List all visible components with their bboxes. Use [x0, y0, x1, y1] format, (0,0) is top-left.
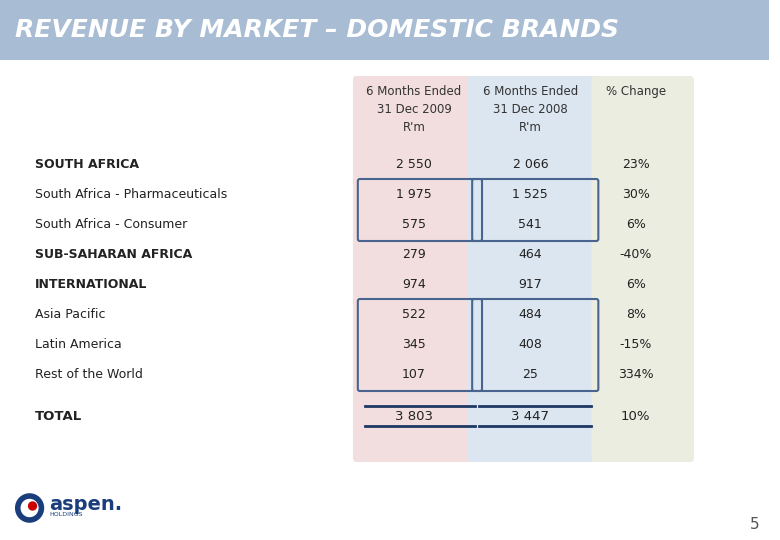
Text: 334%: 334%: [618, 368, 654, 381]
Text: Rest of the World: Rest of the World: [34, 368, 143, 381]
Text: 1 975: 1 975: [396, 188, 432, 201]
Text: 6 Months Ended
31 Dec 2009
R'm: 6 Months Ended 31 Dec 2009 R'm: [367, 85, 462, 134]
Text: South Africa - Pharmaceuticals: South Africa - Pharmaceuticals: [34, 188, 227, 201]
Text: TOTAL: TOTAL: [34, 409, 82, 422]
Text: 2 550: 2 550: [396, 159, 432, 172]
Text: 5: 5: [750, 517, 759, 532]
Circle shape: [29, 502, 37, 510]
Text: 974: 974: [402, 279, 426, 292]
Text: -40%: -40%: [619, 248, 652, 261]
Text: SOUTH AFRICA: SOUTH AFRICA: [34, 159, 139, 172]
Text: 10%: 10%: [621, 409, 651, 422]
Text: 6 Months Ended
31 Dec 2008
R'm: 6 Months Ended 31 Dec 2008 R'm: [483, 85, 578, 134]
Text: 30%: 30%: [622, 188, 650, 201]
Text: 6%: 6%: [626, 279, 646, 292]
FancyBboxPatch shape: [591, 76, 694, 462]
Text: 2 066: 2 066: [512, 159, 548, 172]
Text: 25: 25: [523, 368, 538, 381]
Text: 917: 917: [519, 279, 542, 292]
Text: Asia Pacific: Asia Pacific: [34, 308, 105, 321]
Text: SUB-SAHARAN AFRICA: SUB-SAHARAN AFRICA: [34, 248, 192, 261]
Text: 279: 279: [402, 248, 426, 261]
FancyBboxPatch shape: [467, 76, 603, 462]
Text: South Africa - Consumer: South Africa - Consumer: [34, 219, 186, 232]
FancyBboxPatch shape: [353, 76, 487, 462]
Text: 541: 541: [519, 219, 542, 232]
Text: 408: 408: [519, 339, 542, 352]
Text: 575: 575: [402, 219, 426, 232]
Text: 23%: 23%: [622, 159, 650, 172]
Text: 6%: 6%: [626, 219, 646, 232]
Text: % Change: % Change: [606, 85, 666, 98]
Text: INTERNATIONAL: INTERNATIONAL: [34, 279, 147, 292]
FancyBboxPatch shape: [0, 0, 769, 60]
Text: 464: 464: [519, 248, 542, 261]
Text: Latin America: Latin America: [34, 339, 121, 352]
Text: 484: 484: [519, 308, 542, 321]
Text: 3 447: 3 447: [512, 409, 549, 422]
Text: HOLDINGS: HOLDINGS: [49, 511, 83, 516]
Text: aspen.: aspen.: [49, 495, 122, 514]
Text: -15%: -15%: [619, 339, 652, 352]
Text: 8%: 8%: [626, 308, 646, 321]
Text: 3 803: 3 803: [395, 409, 433, 422]
Text: REVENUE BY MARKET – DOMESTIC BRANDS: REVENUE BY MARKET – DOMESTIC BRANDS: [15, 18, 619, 42]
Text: 1 525: 1 525: [512, 188, 548, 201]
Text: 345: 345: [402, 339, 426, 352]
Text: 107: 107: [402, 368, 426, 381]
Text: 522: 522: [402, 308, 426, 321]
